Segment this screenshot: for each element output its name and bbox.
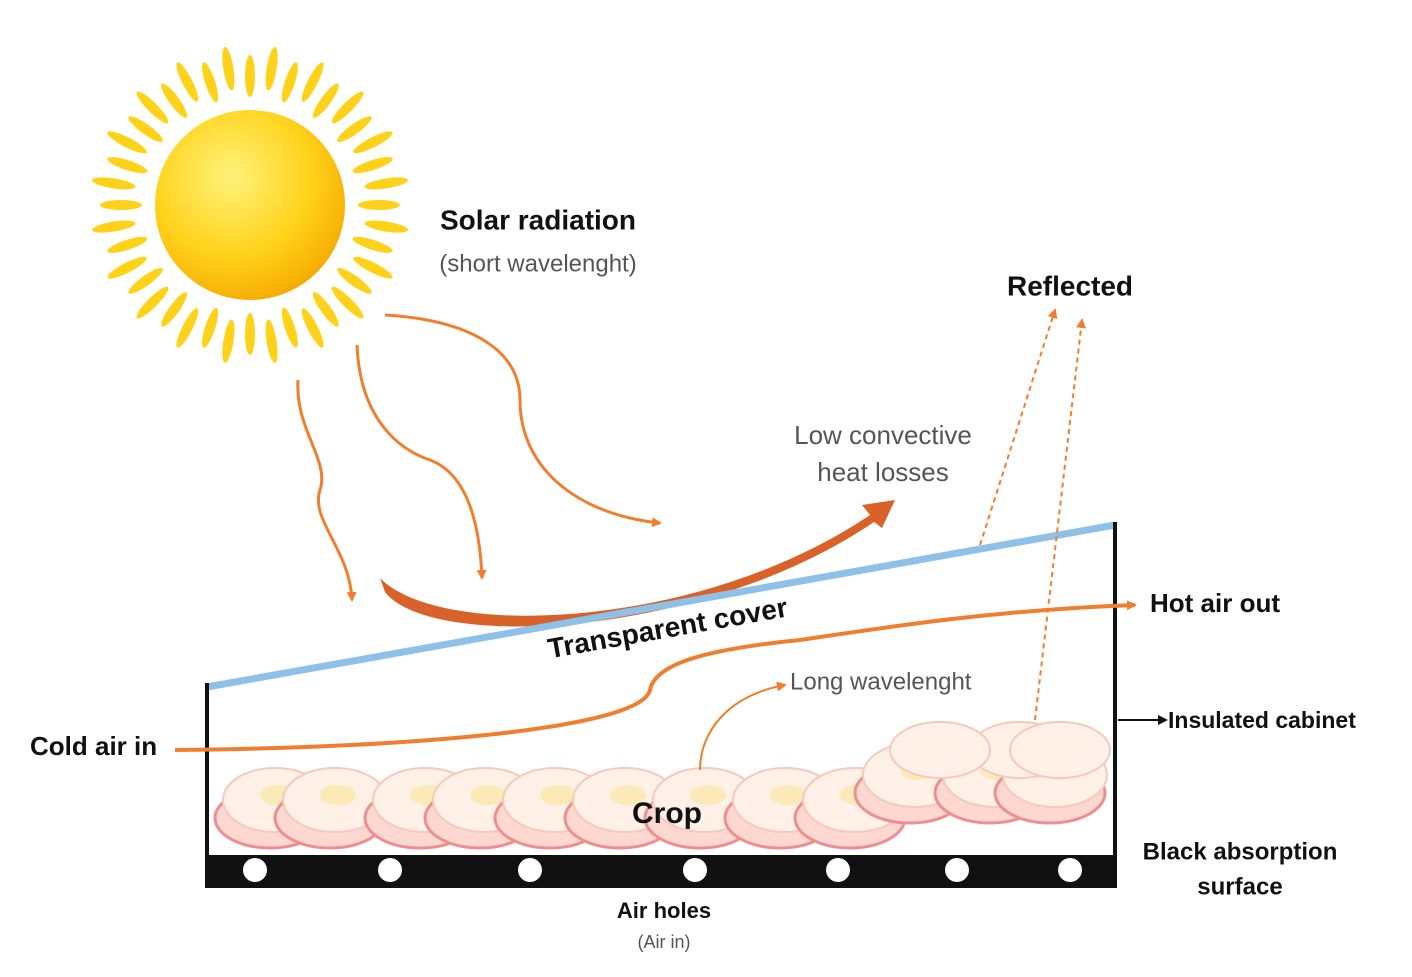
label: Long wavelenght [790,668,972,695]
ray [176,308,199,348]
crop-slice [1009,721,1111,779]
ray [245,313,255,355]
ray [161,292,188,327]
ray [107,131,147,154]
hole [826,858,850,882]
long-wave-arrow [699,681,787,771]
crop-core [470,785,506,805]
ray [301,62,324,102]
ray [337,267,372,294]
ray [136,91,169,124]
sun-rays [91,46,409,364]
air-flow [174,600,1137,752]
transparent-cover [206,521,1116,691]
ray [353,256,393,279]
ray [222,319,235,364]
ray [202,307,219,348]
ray [301,308,324,348]
ray [128,267,163,294]
ray [91,177,136,190]
air-holes [243,858,1082,882]
label: Black absorption [1143,838,1338,865]
label: surface [1197,873,1282,900]
ray [91,220,136,233]
ray [353,131,393,154]
ray [107,157,148,174]
hole [1058,858,1082,882]
arrow [384,313,662,528]
ray [364,220,409,233]
ray [331,286,364,319]
absorption-plate [205,855,1117,888]
label: Low convective [794,420,972,450]
label: Cold air in [30,731,157,761]
ray [107,236,148,253]
hole [518,858,542,882]
sun [155,110,345,300]
hole [683,858,707,882]
label: Insulated cabinet [1168,707,1356,733]
label: Crop [632,797,702,830]
ray [364,177,409,190]
arrow [355,344,487,580]
ray [331,91,364,124]
ray [176,62,199,102]
label: Hot air out [1150,588,1280,618]
label: Air holes [617,898,711,923]
ray [352,157,393,174]
ray [265,319,278,364]
reflected-arrow [979,308,1058,546]
label: (Air in) [638,932,691,952]
crop-core [770,785,806,805]
label: Solar radiation [440,204,636,235]
ray [281,307,298,348]
ray [100,200,142,210]
ray [245,55,255,97]
ray [161,83,188,118]
reflected-arrow [1034,318,1087,721]
label: Reflected [1007,270,1133,301]
convective-arrow [380,500,895,627]
solar-arrows [296,313,662,602]
hole [378,858,402,882]
ray [312,83,339,118]
ray [107,256,147,279]
crop-core [690,785,726,805]
crop-slice [889,721,991,779]
label: (short wavelenght) [439,250,636,277]
ray [312,292,339,327]
hole [945,858,969,882]
hole [243,858,267,882]
crop-core [540,785,576,805]
crops [213,721,1111,850]
ray [222,46,235,91]
label: heat losses [817,457,949,487]
ray [337,116,372,143]
crop-core [320,785,356,805]
arrow [296,379,357,602]
ray [136,286,169,319]
ray [358,200,400,210]
ray [352,236,393,253]
ray [128,116,163,143]
ray [202,62,219,103]
crop-core [610,785,646,805]
ray [265,46,278,91]
ray [281,62,298,103]
